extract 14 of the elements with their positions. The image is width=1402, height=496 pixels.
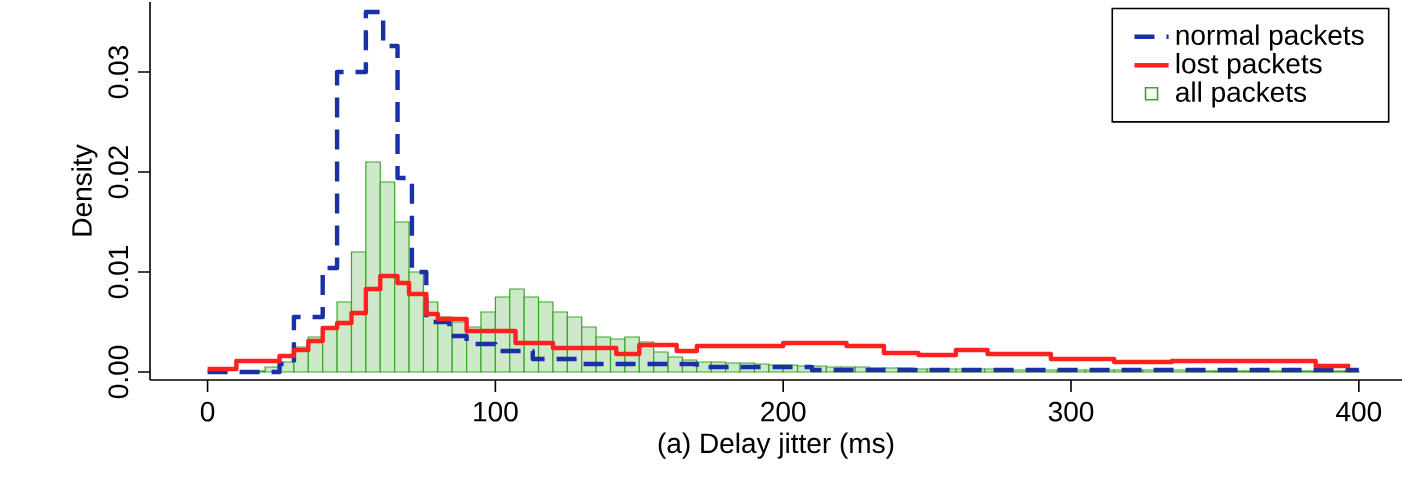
x-tick-label: 300 xyxy=(1048,401,1094,422)
y-tick-label: 0.03 xyxy=(108,45,129,99)
legend-label: normal packets xyxy=(1176,24,1364,51)
y-tick-label: 0.01 xyxy=(108,246,129,299)
y-tick-label: 0.00 xyxy=(108,345,129,399)
x-axis-title: (a) Delay jitter (ms) xyxy=(658,432,894,459)
legend-label: all packets xyxy=(1176,81,1307,108)
legend-label: lost packets xyxy=(1176,52,1322,80)
y-axis-title: Density xyxy=(71,144,98,236)
y-tick-label: 0.02 xyxy=(108,146,129,199)
x-tick-label: 400 xyxy=(1336,401,1382,422)
x-tick-label: 0 xyxy=(200,401,215,422)
x-tick-label: 100 xyxy=(474,401,518,422)
x-tick-label: 200 xyxy=(761,401,806,422)
